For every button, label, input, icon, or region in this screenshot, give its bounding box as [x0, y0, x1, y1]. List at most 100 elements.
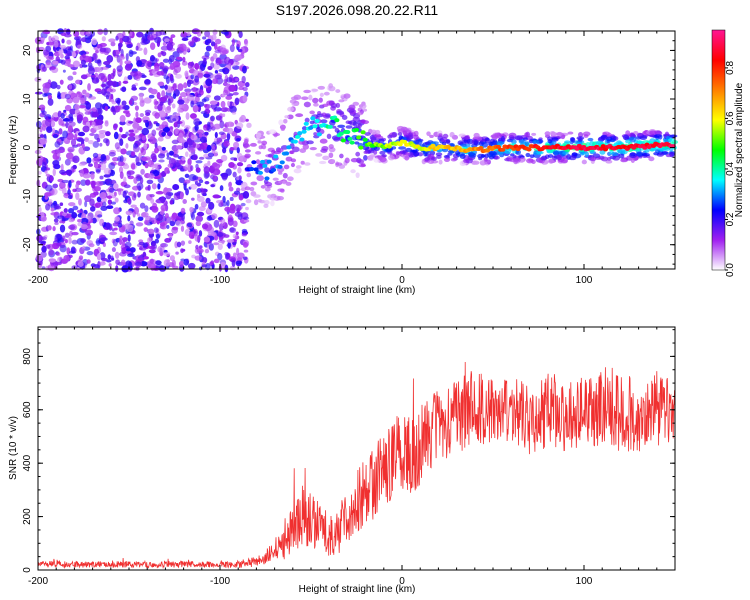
spectral-blob: [352, 117, 361, 122]
noise-blob: [151, 205, 159, 213]
noise-blob: [77, 131, 86, 137]
spectral-blob: [570, 137, 576, 143]
noise-blob: [121, 100, 127, 106]
noise-blob: [97, 261, 106, 266]
noise-blob: [144, 162, 149, 169]
noise-blob: [48, 258, 57, 263]
noise-blob: [112, 70, 116, 77]
spectral-blob: [429, 134, 434, 139]
noise-blob: [103, 159, 107, 164]
noise-blob: [96, 66, 103, 73]
noise-blob: [164, 213, 169, 219]
noise-blob: [196, 211, 205, 217]
noise-blob: [62, 130, 68, 139]
spectral-blob: [336, 110, 345, 115]
spectral-blob: [341, 115, 348, 120]
noise-blob: [183, 82, 188, 89]
spectral-blob: [280, 145, 289, 150]
spectral-blob: [564, 140, 571, 144]
spectral-blob: [465, 143, 471, 148]
spectral-blob: [525, 152, 531, 158]
noise-blob: [122, 237, 128, 242]
spectral-blob: [246, 122, 252, 129]
noise-blob: [130, 163, 136, 170]
noise-blob: [92, 156, 100, 164]
noise-blob: [68, 202, 76, 207]
spectral-blob: [473, 140, 478, 146]
noise-blob: [217, 252, 223, 261]
noise-blob: [132, 209, 136, 218]
noise-blob: [95, 185, 102, 192]
noise-blob: [137, 216, 144, 221]
noise-blob: [198, 156, 205, 160]
noise-blob: [71, 212, 78, 219]
noise-blob: [162, 41, 167, 46]
noise-blob: [66, 48, 74, 57]
noise-blob: [173, 153, 179, 158]
spectral-blob: [287, 114, 294, 120]
noise-blob: [127, 234, 131, 242]
noise-blob: [142, 242, 149, 248]
colorbar-ticks: 0.0 0.2 0.4 0.6 0.8: [725, 61, 736, 277]
noise-blob: [155, 191, 164, 195]
noise-blob: [136, 182, 144, 190]
ridge-core: [314, 118, 320, 123]
noise-blob: [101, 66, 109, 70]
noise-blob: [99, 237, 108, 241]
noise-blob: [201, 188, 207, 197]
noise-blob: [133, 177, 138, 184]
spectral-blob: [413, 151, 420, 157]
spectral-blob: [299, 148, 307, 154]
noise-blob: [59, 220, 63, 224]
spectral-blob: [263, 203, 269, 209]
noise-blob: [243, 38, 248, 45]
noise-blob: [229, 196, 234, 202]
noise-blob: [79, 63, 84, 69]
noise-blob: [60, 59, 66, 65]
noise-blob: [141, 35, 147, 44]
noise-blob: [195, 244, 199, 250]
noise-blob: [197, 72, 204, 79]
spectral-blob: [397, 132, 403, 136]
noise-blob: [219, 47, 227, 56]
noise-blob: [149, 194, 155, 198]
noise-blob: [186, 31, 191, 37]
spectral-blob: [285, 156, 293, 162]
noise-blob: [123, 184, 131, 189]
noise-blob: [213, 123, 221, 130]
noise-blob: [149, 55, 156, 62]
noise-blob: [117, 156, 122, 163]
ridge-core: [642, 145, 648, 150]
noise-blob: [97, 28, 104, 35]
noise-blob: [114, 197, 119, 203]
noise-blob: [212, 194, 221, 199]
spectral-blob: [491, 134, 499, 140]
spectral-blob: [625, 139, 632, 144]
ridge-core: [294, 134, 301, 139]
noise-blob: [140, 74, 147, 78]
spectral-blob: [589, 156, 597, 162]
noise-blob: [136, 60, 143, 67]
spectral-blob: [500, 135, 505, 142]
noise-blob: [76, 112, 84, 119]
spectral-blob: [373, 150, 378, 155]
spectral-blob: [319, 92, 324, 98]
spectral-blob: [635, 151, 644, 157]
noise-blob: [87, 139, 94, 145]
noise-blob: [157, 136, 164, 142]
noise-blob: [147, 237, 152, 244]
noise-blob: [59, 181, 66, 190]
spectral-blob: [290, 162, 296, 168]
spectral-blob: [354, 141, 360, 145]
noise-blob: [53, 218, 59, 223]
spectral-blob: [256, 175, 265, 182]
spectral-blob: [430, 156, 437, 161]
noise-blob: [141, 211, 149, 218]
noise-blob: [125, 210, 133, 216]
ridge-core: [286, 145, 292, 150]
x-tick-label: -100: [210, 275, 230, 286]
noise-blob: [85, 121, 91, 127]
noise-blob: [207, 152, 215, 158]
ridge-core: [292, 139, 298, 144]
noise-blob: [86, 30, 92, 37]
